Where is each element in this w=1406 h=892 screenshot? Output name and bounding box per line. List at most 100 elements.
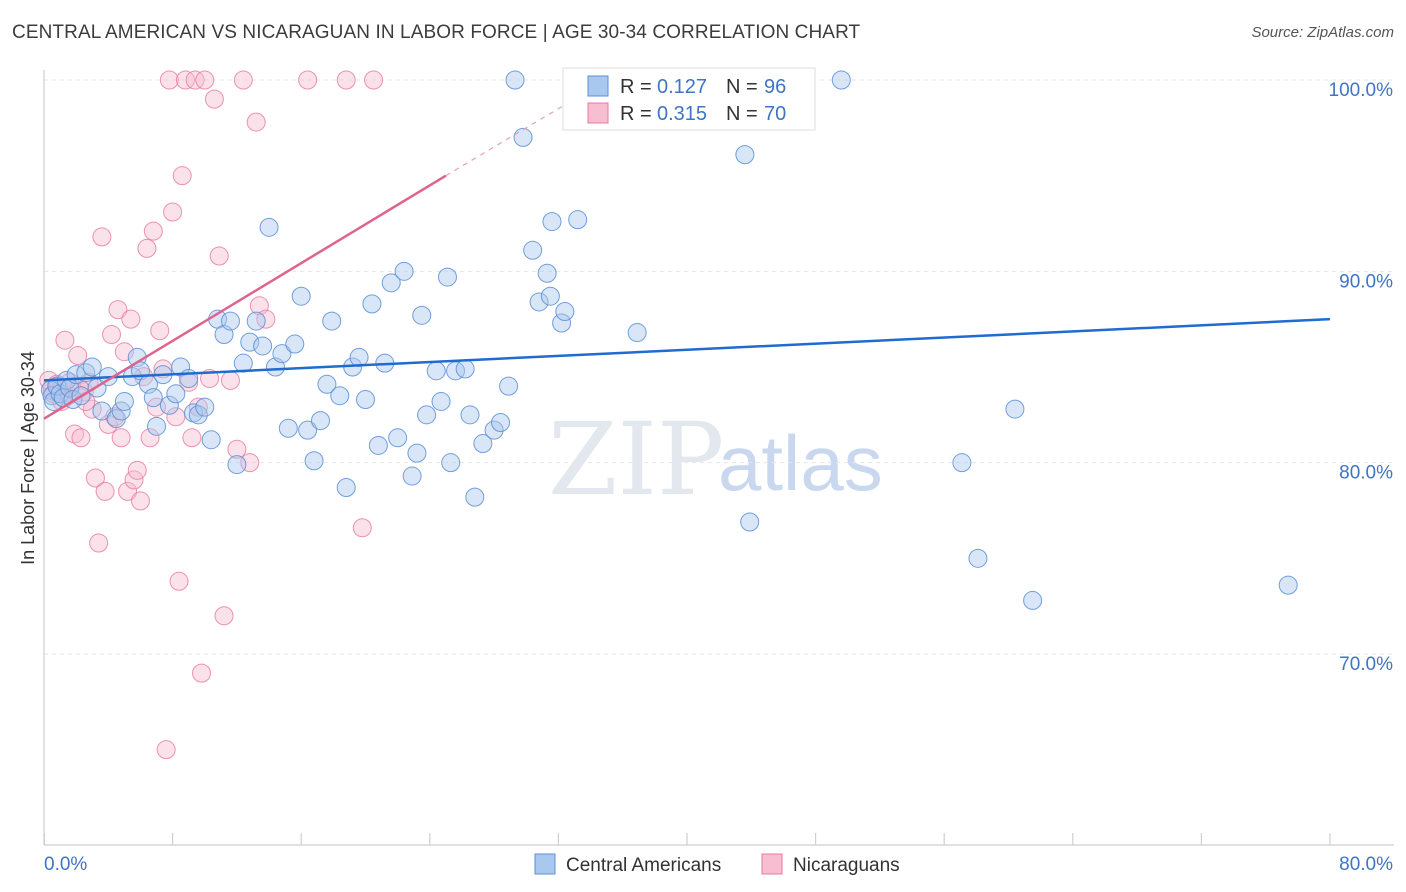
nicaraguan-point (114, 342, 134, 362)
nicaraguan-point (150, 321, 170, 341)
central-american-point (568, 210, 588, 230)
central-american-point (484, 420, 504, 440)
nicaraguan-point (121, 309, 141, 329)
central-american-point (441, 453, 461, 473)
nicaraguan-point (204, 89, 224, 109)
nicaraguan-point (220, 370, 240, 390)
central-american-point (455, 359, 475, 379)
nicaraguan-point (111, 428, 131, 448)
central-american-point (540, 286, 560, 306)
central-american-point (394, 261, 414, 281)
central-american-point (317, 374, 337, 394)
legend-r-value-1: 0.127 (657, 76, 707, 98)
series-legend-label-central-americans: Central Americans (566, 855, 721, 876)
central-american-point (253, 336, 273, 356)
central-american-point (147, 416, 167, 436)
central-american-point (114, 391, 134, 411)
nicaraguan-point (192, 663, 212, 683)
nicaraguan-point (159, 70, 179, 90)
nicaraguan-point (298, 70, 318, 90)
central-americans-trend-line (43, 317, 1331, 382)
y-tick-label: 70.0% (1339, 654, 1393, 675)
central-american-point (171, 357, 191, 377)
central-american-point (1023, 590, 1043, 610)
central-american-point (356, 390, 375, 410)
legend-r-value-2: 0.315 (657, 103, 707, 125)
nicaraguan-point (163, 202, 183, 222)
correlation-legend: R = 0.127 N = 96 R = 0.315 N = 70 (562, 67, 816, 131)
central-american-point (437, 267, 457, 287)
x-tick-label-max: 80.0% (1339, 854, 1393, 875)
central-american-point (627, 323, 647, 343)
central-american-point (381, 273, 401, 293)
nicaraguan-point (137, 238, 157, 258)
central-american-point (412, 305, 432, 325)
axes (43, 70, 1394, 846)
nicaraguan-point (182, 428, 202, 448)
nicaraguan-point (156, 740, 176, 760)
nicaraguan-point (233, 70, 253, 90)
central-american-point (417, 405, 437, 425)
central-american-point (968, 548, 988, 568)
nicaraguan-point (352, 518, 372, 538)
nicaraguan-point (92, 227, 112, 247)
central-american-point (291, 286, 311, 306)
central-american-point (304, 451, 324, 471)
central-american-point (330, 386, 350, 406)
central-american-point (368, 435, 388, 455)
central-american-point (499, 376, 519, 396)
legend-swatch-blue (587, 75, 609, 97)
central-american-point (426, 361, 446, 381)
source-credit: Source: ZipAtlas.com (1251, 24, 1394, 41)
nicaraguan-point (256, 309, 276, 329)
central-american-point (388, 428, 408, 448)
series-legend-swatch-blue (534, 853, 556, 875)
nicaraguans-points (39, 70, 384, 760)
central-american-point (143, 388, 163, 408)
central-american-point (407, 443, 427, 463)
y-tick-labels: 70.0% 80.0% 90.0% 100.0% (1329, 80, 1394, 675)
nicaraguan-point (214, 606, 234, 626)
central-americans-points (40, 70, 1298, 610)
legend-r-label-2: R = (620, 103, 652, 125)
central-american-point (278, 418, 298, 438)
legend-n-value-2: 70 (764, 103, 786, 125)
nicaraguan-point (336, 70, 356, 90)
central-american-point (505, 70, 525, 90)
central-american-point (735, 145, 755, 165)
central-american-point (336, 478, 356, 498)
central-american-point (246, 311, 266, 331)
chart-title: CENTRAL AMERICAN VS NICARAGUAN IN LABOR … (12, 22, 861, 43)
central-american-point (537, 263, 557, 283)
nicaraguan-point (85, 468, 105, 488)
central-american-point (285, 334, 305, 354)
nicaraguan-point (89, 533, 109, 553)
central-american-point (220, 311, 240, 331)
y-tick-label: 80.0% (1339, 463, 1393, 484)
central-american-point (44, 391, 64, 411)
nicaraguan-point (108, 300, 128, 320)
nicaraguan-point (127, 460, 147, 480)
nicaraguan-point (102, 324, 122, 344)
central-american-point (166, 384, 186, 404)
central-american-point (159, 395, 179, 415)
y-axis-label: In Labor Force | Age 30-34 (18, 351, 38, 565)
central-american-point (272, 344, 292, 364)
nicaraguan-point (143, 221, 163, 241)
central-american-point (233, 353, 253, 373)
y-tick-label: 100.0% (1329, 80, 1394, 101)
nicaraguan-point (246, 112, 266, 132)
nicaraguans-trend-line (43, 174, 447, 420)
nicaraguan-point (55, 330, 75, 350)
central-american-point (298, 420, 318, 440)
nicaraguan-point (71, 428, 91, 448)
central-american-point (259, 217, 279, 237)
central-american-point (542, 212, 562, 232)
series-legend: Central Americans Nicaraguans (534, 853, 900, 876)
central-american-point (1278, 575, 1298, 595)
legend-n-value-1: 96 (764, 76, 786, 98)
central-american-point (310, 411, 330, 431)
central-american-point (952, 453, 972, 473)
nicaraguan-point (209, 246, 229, 266)
